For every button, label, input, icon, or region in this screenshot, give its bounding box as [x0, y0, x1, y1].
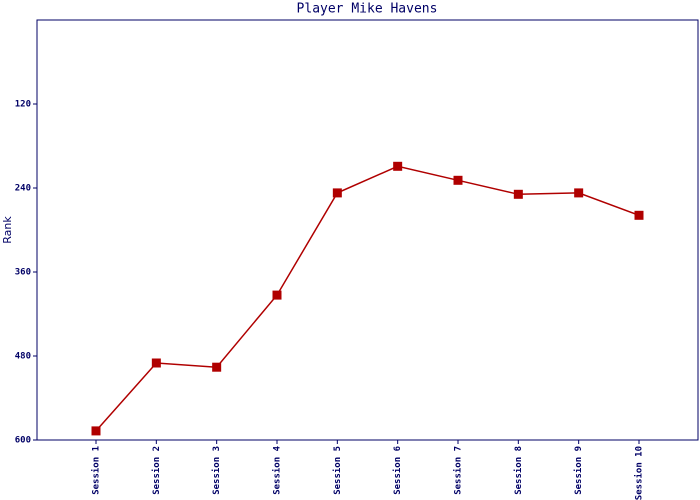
marker [634, 210, 644, 220]
x-tick-label: Session 3 [211, 446, 222, 495]
marker [332, 188, 342, 198]
x-tick-label: Session 8 [513, 446, 524, 495]
x-tick-label: Session 4 [272, 445, 283, 494]
y-axis-label: Rank [1, 216, 14, 244]
marker [212, 362, 222, 372]
marker [151, 358, 161, 368]
y-tick-label: 240 [15, 184, 31, 194]
chart-title: Player Mike Havens [297, 2, 438, 17]
y-tick-label: 120 [15, 100, 31, 110]
marker [393, 161, 403, 171]
line-series [95, 165, 640, 432]
plot-frame [36, 19, 699, 441]
marker [91, 426, 101, 436]
marker [272, 290, 282, 300]
y-tick-label: 480 [15, 352, 31, 362]
marker [453, 175, 463, 185]
x-tick-label: Session 6 [392, 446, 403, 495]
marker [574, 188, 584, 198]
y-tick-label: 600 [15, 436, 31, 446]
x-tick-label: Session 7 [453, 446, 464, 495]
x-tick-label: Session 1 [91, 446, 102, 495]
x-tick-label: Session 2 [151, 446, 162, 495]
y-tick-label: 360 [15, 268, 31, 278]
marker [513, 189, 523, 199]
x-tick-label: Session 5 [332, 446, 343, 495]
x-tick-label: Session 10 [634, 446, 645, 500]
x-tick-label: Session 9 [573, 446, 584, 495]
